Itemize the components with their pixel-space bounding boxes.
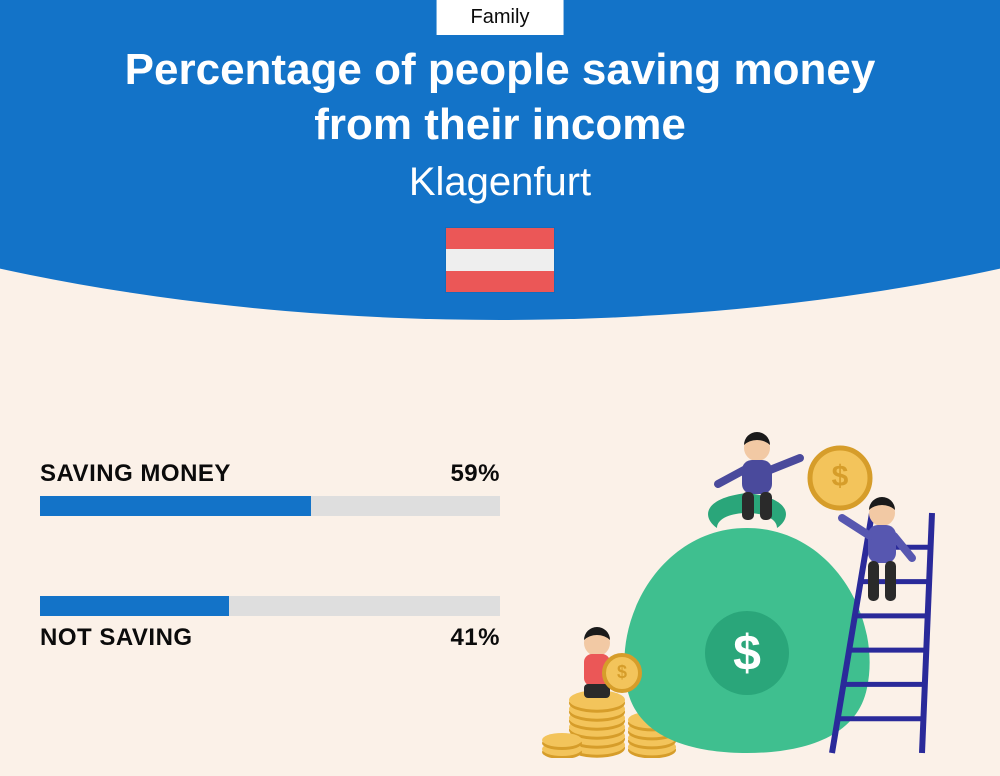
money-saving-illustration: $ $ $ <box>542 418 952 758</box>
title-line-2: from their income <box>314 100 686 149</box>
category-pill: Family <box>437 0 564 35</box>
bar-saving-money: SAVING MONEY 59% <box>40 460 500 516</box>
bar-head: NOT SAVING 41% <box>40 624 500 652</box>
page-title: Percentage of people saving money from t… <box>0 42 1000 152</box>
bar-fill <box>40 596 229 616</box>
bar-not-saving: NOT SAVING 41% <box>40 596 500 652</box>
category-label: Family <box>471 6 530 28</box>
bar-fill <box>40 496 311 516</box>
bar-track <box>40 596 500 616</box>
bar-value: 59% <box>450 460 500 488</box>
svg-text:$: $ <box>832 460 849 493</box>
bar-label: NOT SAVING <box>40 624 193 652</box>
svg-text:$: $ <box>733 625 761 681</box>
svg-text:$: $ <box>617 662 627 682</box>
city-label: Klagenfurt <box>0 160 1000 205</box>
title-line-1: Percentage of people saving money <box>125 45 876 94</box>
bar-track <box>40 496 500 516</box>
bar-value: 41% <box>450 624 500 652</box>
austria-flag-icon <box>446 228 554 292</box>
bar-label: SAVING MONEY <box>40 460 231 488</box>
infographic-canvas: Family Percentage of people saving money… <box>0 0 1000 776</box>
bars-container: SAVING MONEY 59% NOT SAVING 41% <box>40 460 500 652</box>
bar-head: SAVING MONEY 59% <box>40 460 500 488</box>
